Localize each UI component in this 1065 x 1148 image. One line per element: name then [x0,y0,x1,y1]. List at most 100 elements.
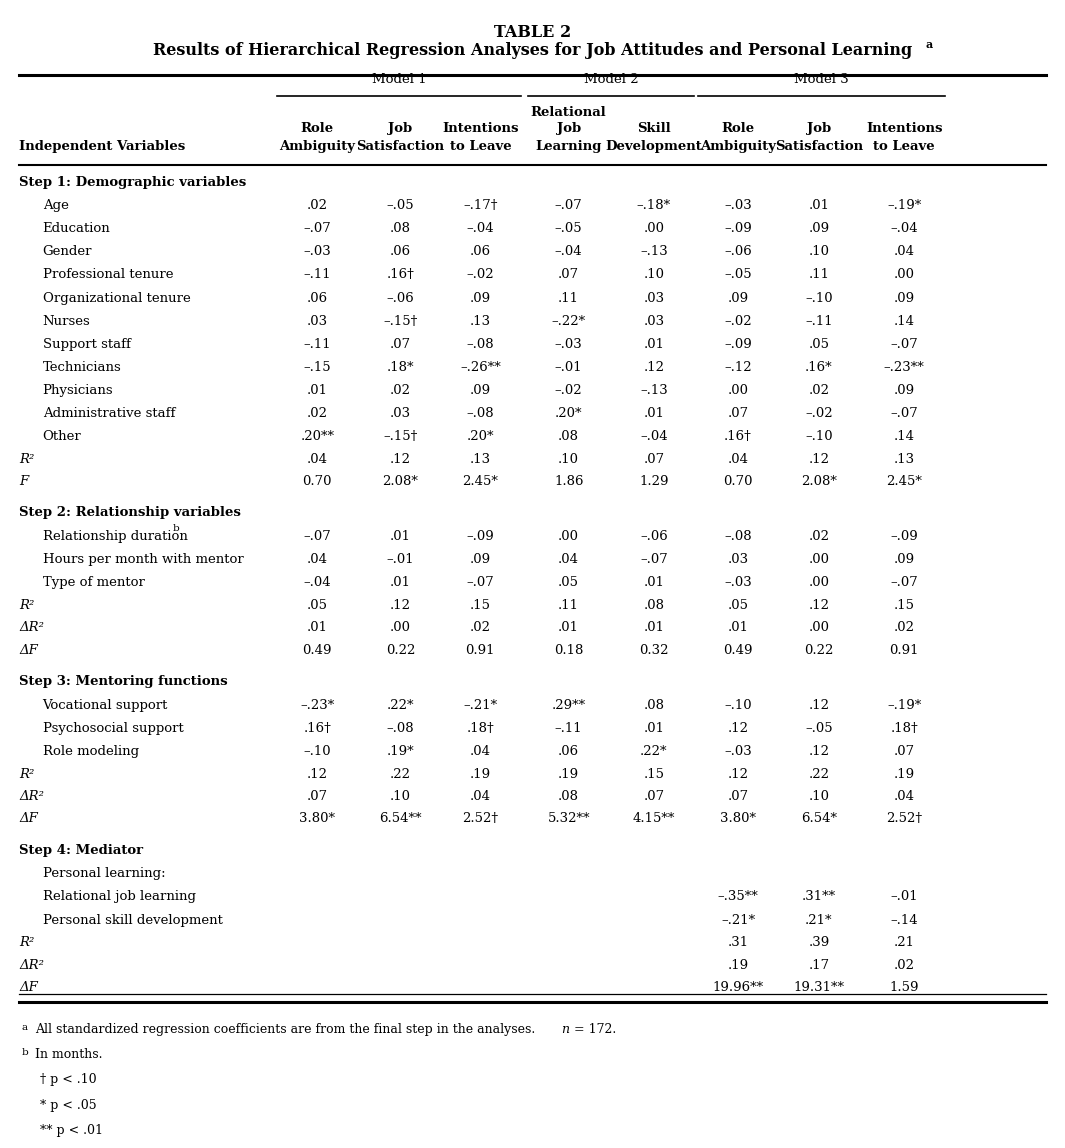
Text: .05: .05 [558,576,579,589]
Text: .04: .04 [894,246,915,258]
Text: to Leave: to Leave [449,140,511,153]
Text: .04: .04 [307,452,328,466]
Text: .12: .12 [727,768,749,781]
Text: Organizational tenure: Organizational tenure [43,292,191,304]
Text: 1.59: 1.59 [889,982,919,994]
Text: Relational job learning: Relational job learning [43,891,196,903]
Text: –.02: –.02 [724,315,752,327]
Text: Intentions: Intentions [866,122,943,134]
Text: Ambiguity: Ambiguity [700,140,776,153]
Text: –.01: –.01 [555,360,583,374]
Text: Step 3: Mentoring functions: Step 3: Mentoring functions [19,675,228,688]
Text: .12: .12 [390,452,411,466]
Text: .00: .00 [727,383,749,397]
Text: .12: .12 [390,599,411,612]
Text: .03: .03 [643,315,665,327]
Text: Job: Job [557,122,580,134]
Text: .11: .11 [558,599,579,612]
Text: .07: .07 [727,406,749,420]
Text: * p < .05: * p < .05 [40,1099,97,1111]
Text: 0.91: 0.91 [889,644,919,657]
Text: Relational: Relational [530,106,607,118]
Text: –.06: –.06 [724,246,752,258]
Text: b: b [173,523,179,533]
Text: –.13: –.13 [640,383,668,397]
Text: .02: .02 [808,530,830,543]
Text: .20**: .20** [300,429,334,443]
Text: .02: .02 [894,621,915,635]
Text: –.11: –.11 [805,315,833,327]
Text: –.03: –.03 [304,246,331,258]
Text: Skill: Skill [637,122,671,134]
Text: .04: .04 [894,790,915,802]
Text: Hours per month with mentor: Hours per month with mentor [43,553,243,566]
Text: Gender: Gender [43,246,92,258]
Text: –.03: –.03 [724,200,752,212]
Text: In months.: In months. [35,1048,102,1061]
Text: –.19*: –.19* [887,699,921,712]
Text: .05: .05 [808,338,830,350]
Text: .01: .01 [643,338,665,350]
Text: .16†: .16† [387,269,414,281]
Text: –.07: –.07 [555,200,583,212]
Text: .11: .11 [558,292,579,304]
Text: –.02: –.02 [555,383,583,397]
Text: .22*: .22* [387,699,414,712]
Text: .00: .00 [390,621,411,635]
Text: .18†: .18† [890,722,918,735]
Text: –.10: –.10 [304,745,331,758]
Text: .01: .01 [558,621,579,635]
Text: –.04: –.04 [304,576,331,589]
Text: .00: .00 [808,621,830,635]
Text: –.07: –.07 [304,530,331,543]
Text: –.12: –.12 [724,360,752,374]
Text: –.02: –.02 [805,406,833,420]
Text: –.07: –.07 [304,223,331,235]
Text: .02: .02 [470,621,491,635]
Text: –.18*: –.18* [637,200,671,212]
Text: R²: R² [19,452,34,466]
Text: .19: .19 [894,768,915,781]
Text: –.23**: –.23** [884,360,924,374]
Text: 6.54**: 6.54** [379,813,422,825]
Text: .08: .08 [643,699,665,712]
Text: Type of mentor: Type of mentor [43,576,145,589]
Text: .05: .05 [307,599,328,612]
Text: –.03: –.03 [555,338,583,350]
Text: ΔR²: ΔR² [19,621,44,635]
Text: .06: .06 [307,292,328,304]
Text: 2.45*: 2.45* [462,475,498,488]
Text: 2.08*: 2.08* [382,475,419,488]
Text: –.05: –.05 [555,223,583,235]
Text: –.07: –.07 [890,406,918,420]
Text: 5.32**: 5.32** [547,813,590,825]
Text: Job: Job [807,122,831,134]
Text: –.11: –.11 [304,269,331,281]
Text: .12: .12 [307,768,328,781]
Text: .13: .13 [894,452,915,466]
Text: .01: .01 [390,576,411,589]
Text: R²: R² [19,768,34,781]
Text: .16†: .16† [724,429,752,443]
Text: –.05: –.05 [387,200,414,212]
Text: –.11: –.11 [555,722,583,735]
Text: .00: .00 [808,576,830,589]
Text: .02: .02 [894,959,915,971]
Text: .08: .08 [558,429,579,443]
Text: .19: .19 [727,959,749,971]
Text: 2.08*: 2.08* [801,475,837,488]
Text: .10: .10 [808,246,830,258]
Text: –.06: –.06 [640,530,668,543]
Text: –.23*: –.23* [300,699,334,712]
Text: –.05: –.05 [805,722,833,735]
Text: .16*: .16* [805,360,833,374]
Text: 0.91: 0.91 [465,644,495,657]
Text: ΔR²: ΔR² [19,959,44,971]
Text: .09: .09 [894,292,915,304]
Text: Personal learning:: Personal learning: [43,868,165,881]
Text: 2.45*: 2.45* [886,475,922,488]
Text: .29**: .29** [552,699,586,712]
Text: –.03: –.03 [724,576,752,589]
Text: .04: .04 [470,790,491,802]
Text: Model 1: Model 1 [372,73,426,86]
